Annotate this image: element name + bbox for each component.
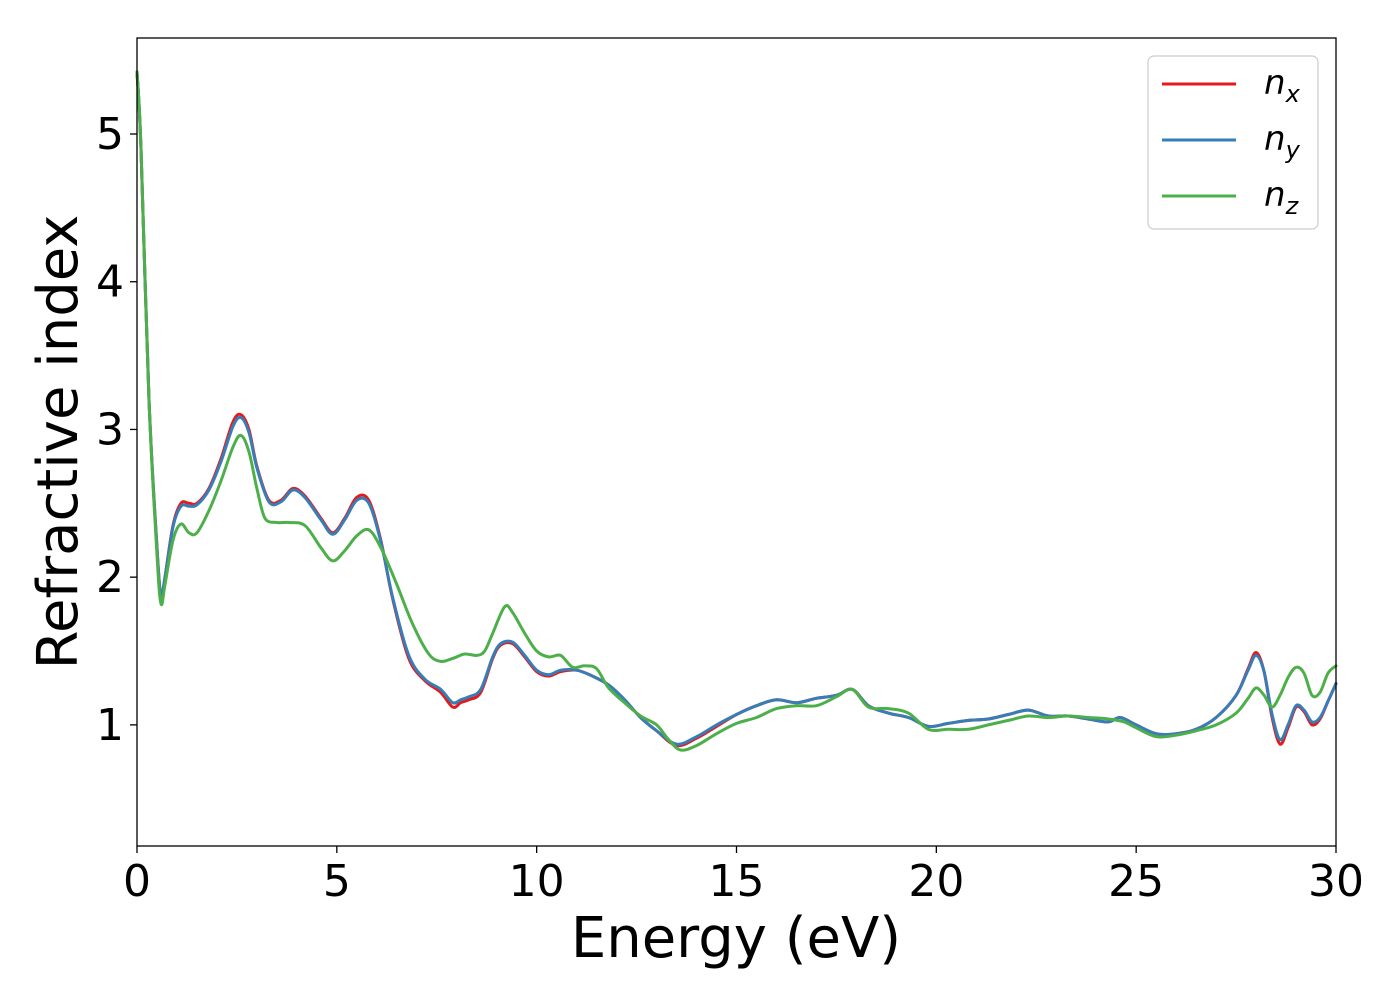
x-tick-label: 10 <box>509 856 565 907</box>
y-tick-label: 5 <box>96 109 124 160</box>
plot-background <box>137 38 1336 846</box>
x-axis-title: Energy (eV) <box>571 906 901 971</box>
y-tick-label: 4 <box>96 257 124 308</box>
x-tick-label: 0 <box>123 856 151 907</box>
series-line-nz <box>135 70 1338 752</box>
legend-label-nz: nz <box>1264 175 1300 220</box>
x-tick-label: 15 <box>709 856 765 907</box>
x-axis: 0 5 10 15 20 25 30 <box>123 846 1364 907</box>
legend: nx ny nz <box>1147 55 1319 230</box>
legend-box <box>1147 55 1319 230</box>
y-axis: 1 2 3 4 5 <box>96 109 137 751</box>
x-tick-label: 20 <box>908 856 964 907</box>
x-tick-label: 5 <box>323 856 351 907</box>
y-tick-label: 1 <box>96 700 124 751</box>
y-tick-label: 2 <box>96 552 124 603</box>
x-tick-label: 30 <box>1308 856 1364 907</box>
y-axis-title: Refractive index <box>26 215 91 670</box>
series-layer <box>135 70 1338 752</box>
legend-label-ny: ny <box>1264 119 1301 164</box>
x-tick-label: 25 <box>1108 856 1164 907</box>
y-tick-label: 3 <box>96 404 124 455</box>
legend-label-nx: nx <box>1264 63 1301 108</box>
